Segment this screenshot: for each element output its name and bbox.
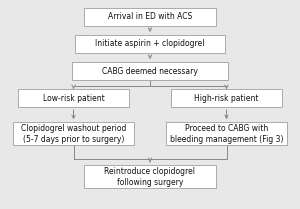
FancyBboxPatch shape <box>72 62 228 80</box>
Text: CABG deemed necessary: CABG deemed necessary <box>102 66 198 76</box>
Text: High-risk patient: High-risk patient <box>194 94 259 103</box>
Text: Initiate aspirin + clopidogrel: Initiate aspirin + clopidogrel <box>95 39 205 48</box>
Text: Low-risk patient: Low-risk patient <box>43 94 104 103</box>
FancyBboxPatch shape <box>84 8 216 25</box>
FancyBboxPatch shape <box>14 122 134 145</box>
FancyBboxPatch shape <box>18 89 129 107</box>
FancyBboxPatch shape <box>75 35 225 53</box>
FancyBboxPatch shape <box>167 122 286 145</box>
Text: Proceed to CABG with
bleeding management (Fig 3): Proceed to CABG with bleeding management… <box>170 124 283 144</box>
Text: Reintroduce clopidogrel
following surgery: Reintroduce clopidogrel following surger… <box>104 167 196 187</box>
FancyBboxPatch shape <box>171 89 282 107</box>
FancyBboxPatch shape <box>84 165 216 188</box>
Text: Clopidogrel washout period
(5-7 days prior to surgery): Clopidogrel washout period (5-7 days pri… <box>21 124 126 144</box>
Text: Arrival in ED with ACS: Arrival in ED with ACS <box>108 12 192 21</box>
